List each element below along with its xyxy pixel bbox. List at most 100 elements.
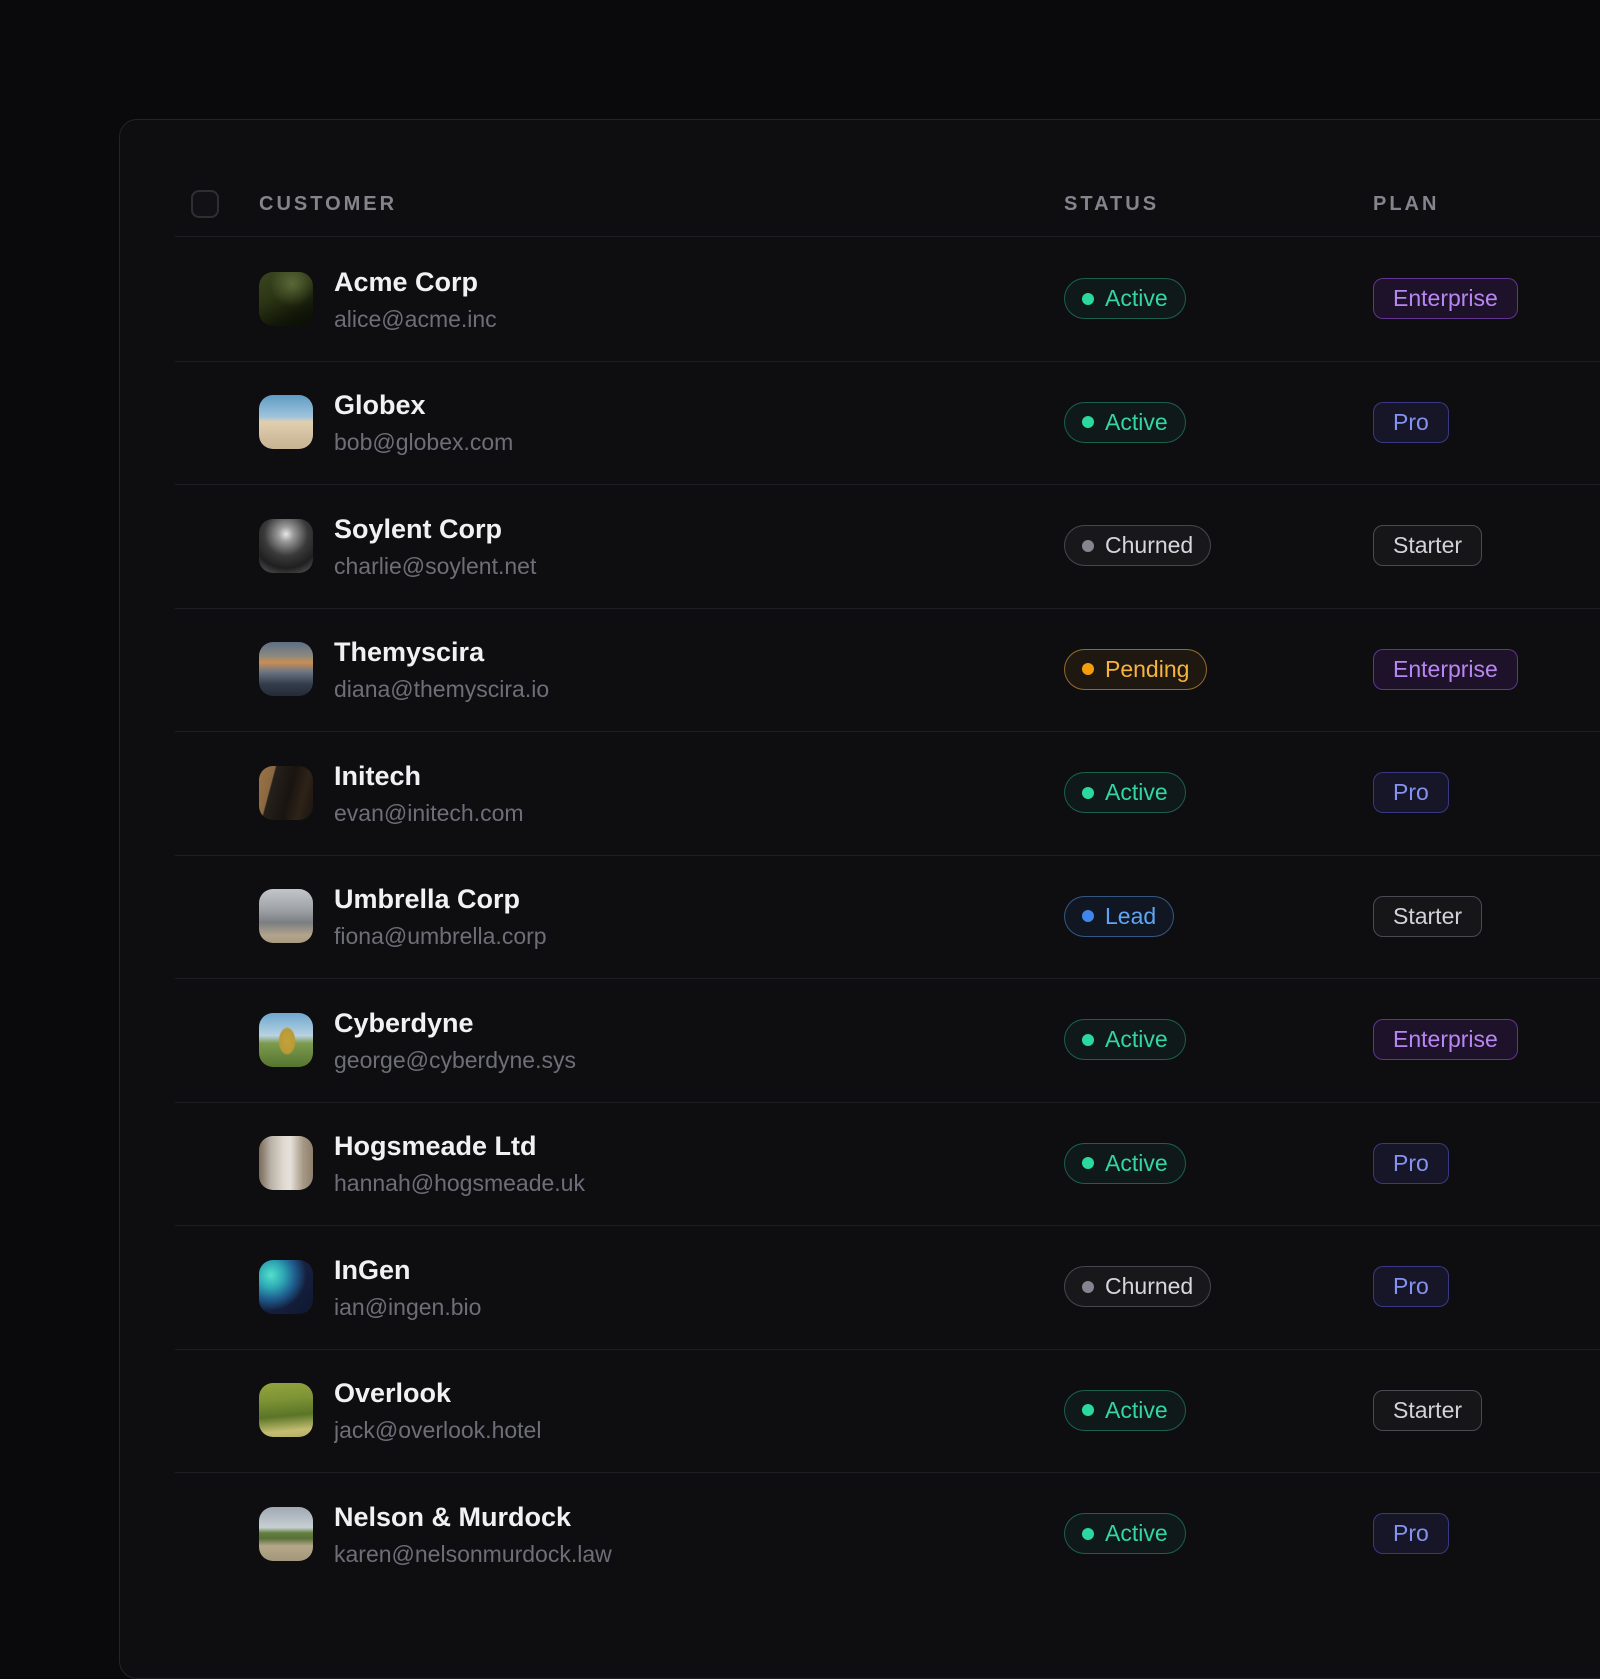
- status-cell: Active: [1064, 1142, 1373, 1184]
- customer-email: evan@initech.com: [334, 799, 524, 826]
- status-label: Pending: [1105, 655, 1190, 682]
- plan-cell: Enterprise: [1373, 1019, 1600, 1061]
- status-label: Active: [1105, 285, 1168, 312]
- plan-cell: Starter: [1373, 525, 1600, 567]
- customer-name: Overlook: [334, 1378, 452, 1409]
- plan-cell: Enterprise: [1373, 278, 1600, 320]
- status-label: Churned: [1105, 532, 1194, 559]
- customer-avatar: [259, 1383, 313, 1438]
- table-body: Acme Corp alice@acme.inc Active Enterpri…: [120, 237, 1600, 1596]
- status-cell: Active: [1064, 772, 1373, 814]
- customer-cell: Globex bob@globex.com: [334, 388, 1064, 456]
- table-row[interactable]: Themyscira diana@themyscira.io Pending E…: [120, 607, 1600, 732]
- status-label: Active: [1105, 408, 1168, 435]
- status-badge: Active: [1064, 1019, 1186, 1061]
- status-dot-icon: [1082, 663, 1094, 676]
- customer-name: Soylent Corp: [334, 513, 503, 544]
- customer-name: Nelson & Murdock: [334, 1501, 572, 1532]
- status-dot-icon: [1082, 1280, 1094, 1293]
- customer-cell: Hogsmeade Ltd hannah@hogsmeade.uk: [334, 1129, 1064, 1197]
- customer-name: Cyberdyne: [334, 1007, 474, 1038]
- customer-cell: Soylent Corp charlie@soylent.net: [334, 512, 1064, 580]
- customer-avatar: [259, 395, 313, 450]
- status-dot-icon: [1082, 1033, 1094, 1046]
- status-dot-icon: [1082, 1404, 1094, 1417]
- plan-cell: Pro: [1373, 1142, 1600, 1184]
- plan-badge: Enterprise: [1373, 1019, 1518, 1061]
- table-row[interactable]: Umbrella Corp fiona@umbrella.corp Lead S…: [120, 854, 1600, 979]
- status-badge: Active: [1064, 278, 1186, 320]
- customer-cell: Themyscira diana@themyscira.io: [334, 635, 1064, 703]
- customer-name: Initech: [334, 760, 422, 791]
- customer-email: alice@acme.inc: [334, 305, 497, 332]
- table-row[interactable]: Globex bob@globex.com Active Pro: [120, 360, 1600, 485]
- status-cell: Active: [1064, 278, 1373, 320]
- column-header-status: STATUS: [1064, 193, 1160, 215]
- plan-cell: Starter: [1373, 895, 1600, 937]
- plan-badge: Pro: [1373, 772, 1449, 814]
- table-row[interactable]: Initech evan@initech.com Active Pro: [120, 731, 1600, 855]
- plan-cell: Pro: [1373, 401, 1600, 443]
- status-dot-icon: [1082, 1157, 1094, 1170]
- status-label: Lead: [1105, 902, 1157, 929]
- status-badge: Active: [1064, 772, 1186, 814]
- status-badge: Active: [1064, 1513, 1186, 1555]
- customer-email: ian@ingen.bio: [334, 1293, 482, 1320]
- status-cell: Active: [1064, 1513, 1373, 1555]
- table-row[interactable]: InGen ian@ingen.bio Churned Pro: [120, 1225, 1600, 1349]
- status-badge: Lead: [1064, 895, 1175, 937]
- table-row[interactable]: Cyberdyne george@cyberdyne.sys Active En…: [120, 978, 1600, 1102]
- status-label: Churned: [1105, 1273, 1194, 1300]
- plan-badge: Pro: [1373, 1266, 1449, 1308]
- table-row[interactable]: Acme Corp alice@acme.inc Active Enterpri…: [120, 237, 1600, 361]
- status-badge: Active: [1064, 401, 1186, 443]
- status-badge: Pending: [1064, 648, 1208, 690]
- column-header-customer: CUSTOMER: [259, 193, 398, 215]
- customer-email: diana@themyscira.io: [334, 676, 550, 703]
- customer-email: fiona@umbrella.corp: [334, 923, 547, 950]
- customer-name: Acme Corp: [334, 266, 479, 297]
- status-dot-icon: [1082, 1527, 1094, 1540]
- status-cell: Pending: [1064, 648, 1373, 690]
- status-cell: Active: [1064, 1019, 1373, 1061]
- plan-cell: Enterprise: [1373, 648, 1600, 690]
- plan-cell: Pro: [1373, 1266, 1600, 1308]
- customer-name: Globex: [334, 390, 426, 421]
- status-cell: Churned: [1064, 525, 1373, 567]
- customer-name: Hogsmeade Ltd: [334, 1131, 537, 1162]
- customer-cell: Nelson & Murdock karen@nelsonmurdock.law: [334, 1500, 1064, 1568]
- status-cell: Churned: [1064, 1266, 1373, 1308]
- plan-badge: Pro: [1373, 1513, 1449, 1555]
- plan-badge: Enterprise: [1373, 278, 1518, 320]
- customer-cell: Acme Corp alice@acme.inc: [334, 265, 1064, 333]
- status-label: Active: [1105, 1149, 1168, 1176]
- status-dot-icon: [1082, 416, 1094, 429]
- plan-cell: Pro: [1373, 772, 1600, 814]
- customer-name: Themyscira: [334, 637, 485, 668]
- select-all-checkbox[interactable]: [191, 190, 219, 218]
- status-cell: Lead: [1064, 895, 1373, 937]
- status-label: Active: [1105, 1396, 1168, 1423]
- customer-avatar: [259, 271, 313, 326]
- customer-email: karen@nelsonmurdock.law: [334, 1540, 612, 1567]
- customer-email: charlie@soylent.net: [334, 552, 537, 579]
- plan-cell: Starter: [1373, 1389, 1600, 1431]
- plan-badge: Starter: [1373, 525, 1483, 567]
- table-row[interactable]: Overlook jack@overlook.hotel Active Star…: [120, 1348, 1600, 1473]
- plan-badge: Pro: [1373, 1142, 1449, 1184]
- status-dot-icon: [1082, 786, 1094, 799]
- status-badge: Active: [1064, 1142, 1186, 1184]
- table-row[interactable]: Soylent Corp charlie@soylent.net Churned…: [120, 484, 1600, 608]
- table-row[interactable]: Nelson & Murdock karen@nelsonmurdock.law…: [120, 1472, 1600, 1596]
- status-label: Active: [1105, 779, 1168, 806]
- table-row[interactable]: Hogsmeade Ltd hannah@hogsmeade.uk Active…: [120, 1101, 1600, 1226]
- customer-email: hannah@hogsmeade.uk: [334, 1170, 585, 1197]
- plan-badge: Starter: [1373, 1389, 1483, 1431]
- customer-avatar: [259, 518, 313, 573]
- status-cell: Active: [1064, 401, 1373, 443]
- customer-cell: Initech evan@initech.com: [334, 759, 1064, 827]
- customer-avatar: [259, 765, 313, 820]
- status-label: Active: [1105, 1520, 1168, 1547]
- customer-avatar: [259, 1012, 313, 1067]
- customer-email: bob@globex.com: [334, 429, 514, 456]
